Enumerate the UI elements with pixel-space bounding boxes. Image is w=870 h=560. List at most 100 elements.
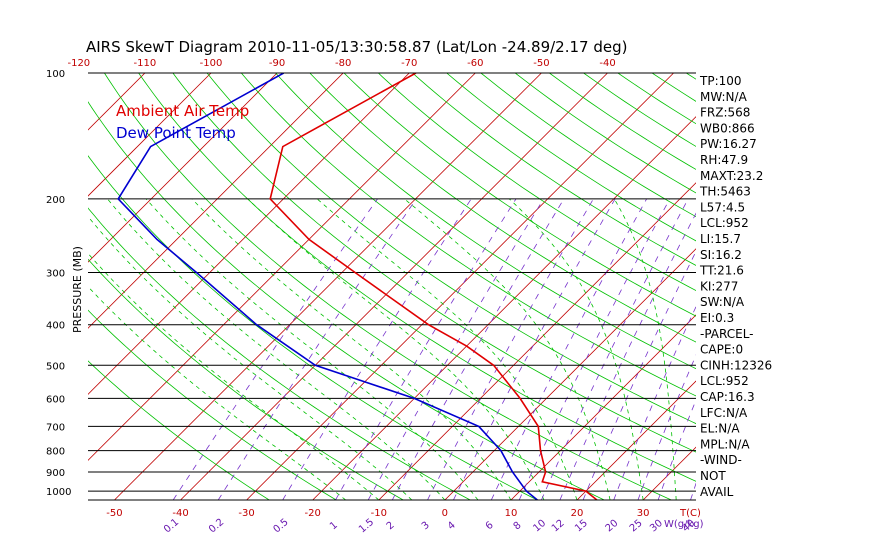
mixing-ratio-line bbox=[453, 198, 616, 500]
mixing-ratio-tick-label: 1.5 bbox=[357, 517, 376, 536]
index-item: MAXT:23.2 bbox=[700, 169, 763, 183]
top-temp-tick-label: -70 bbox=[401, 58, 417, 69]
top-temp-tick-label: -110 bbox=[134, 58, 157, 69]
legend-item: Dew Point Temp bbox=[116, 124, 236, 142]
mixing-ratio-line bbox=[518, 198, 671, 500]
mixing-ratio-line bbox=[582, 250, 696, 500]
isotherm-line bbox=[88, 73, 410, 395]
mixing-ratio-tick-label: 15 bbox=[573, 518, 590, 535]
index-item: EL:N/A bbox=[700, 422, 740, 436]
index-item: AVAIL bbox=[700, 485, 734, 499]
top-temp-tick-label: -40 bbox=[599, 58, 615, 69]
dry-adiabat-line bbox=[549, 73, 696, 170]
index-item: MW:N/A bbox=[700, 90, 748, 104]
dry-adiabat-line bbox=[240, 73, 696, 397]
pressure-tick-label: 900 bbox=[46, 468, 65, 479]
mixing-ratio-line bbox=[172, 198, 378, 500]
dry-adiabat-line bbox=[514, 73, 696, 194]
moist-adiabat-line bbox=[404, 198, 611, 500]
bottom-temp-tick-label: -40 bbox=[172, 508, 188, 519]
dry-adiabat-line bbox=[206, 73, 696, 425]
index-item: LCL:952 bbox=[700, 216, 749, 230]
dry-adiabat-line bbox=[309, 73, 696, 343]
index-item: NOT bbox=[700, 469, 726, 483]
mixing-ratio-line bbox=[367, 198, 544, 500]
moist-adiabat-line bbox=[88, 285, 346, 500]
index-item: CINH:12326 bbox=[700, 358, 772, 372]
mixing-ratio-tick-label: 20 bbox=[604, 518, 621, 535]
index-item: SW:N/A bbox=[700, 295, 745, 309]
series-line-dew-point-temp bbox=[117, 73, 538, 500]
isotherm-line bbox=[312, 116, 696, 500]
index-item: CAP:16.3 bbox=[700, 390, 755, 404]
moist-adiabat-line bbox=[107, 198, 446, 500]
index-item: TP:100 bbox=[699, 74, 742, 88]
isotherm-line bbox=[510, 314, 696, 500]
mixing-ratio-line bbox=[391, 198, 565, 500]
pressure-tick-label: 500 bbox=[46, 361, 65, 372]
mixing-ratio-line bbox=[282, 198, 472, 500]
mixing-ratio-line bbox=[637, 354, 696, 500]
isotherm-line bbox=[180, 73, 608, 500]
dry-adiabat-line bbox=[88, 207, 471, 500]
bottom-temp-tick-label: 0 bbox=[442, 508, 448, 519]
index-item: L57:4.5 bbox=[700, 200, 745, 214]
index-item: PW:16.27 bbox=[700, 137, 757, 151]
mixing-ratio-line bbox=[335, 198, 517, 500]
index-item: KI:277 bbox=[700, 279, 738, 293]
chart-grid bbox=[0, 73, 696, 500]
isotherm-line bbox=[0, 73, 79, 500]
dry-adiabat-line bbox=[378, 73, 696, 291]
index-item: WB0:866 bbox=[700, 121, 755, 135]
mixing-ratio-tick-label: 2 bbox=[385, 520, 397, 533]
dry-adiabat-line bbox=[446, 73, 696, 242]
index-item: LCL:952 bbox=[700, 374, 749, 388]
dry-adiabat-line bbox=[412, 73, 696, 266]
top-temp-tick-label: -60 bbox=[467, 58, 483, 69]
moist-adiabat-line bbox=[316, 198, 578, 500]
mixing-ratio-unit-label: W(g/kg) bbox=[664, 519, 704, 530]
dry-adiabat-line bbox=[88, 309, 337, 500]
bottom-temp-tick-label: 10 bbox=[505, 508, 518, 519]
top-temp-tick-label: -100 bbox=[200, 58, 223, 69]
pressure-tick-label: 100 bbox=[46, 69, 65, 80]
mixing-ratio-tick-label: 0.1 bbox=[162, 517, 181, 536]
mixing-ratio-tick-label: 30 bbox=[648, 518, 665, 535]
isotherm-line bbox=[246, 73, 674, 500]
dry-adiabat-line bbox=[138, 73, 696, 482]
index-item: TT:21.6 bbox=[699, 264, 744, 278]
index-item: RH:47.9 bbox=[700, 153, 748, 167]
mixing-ratio-tick-label: 6 bbox=[484, 520, 496, 533]
pressure-tick-label: 700 bbox=[46, 422, 65, 433]
isotherm-line bbox=[88, 73, 278, 263]
isotherm-line bbox=[444, 248, 696, 500]
mixing-ratio-tick-label: 10 bbox=[531, 518, 548, 535]
pressure-tick-label: 800 bbox=[46, 447, 65, 458]
bottom-temp-tick-label: -20 bbox=[305, 508, 321, 519]
chart-series bbox=[117, 73, 598, 500]
top-temp-tick-label: -120 bbox=[67, 58, 90, 69]
dry-adiabat-line bbox=[275, 73, 696, 370]
dry-adiabat-line bbox=[172, 73, 696, 453]
mixing-ratio-line bbox=[427, 198, 594, 500]
isotherm-line bbox=[576, 380, 696, 500]
mixing-ratio-line bbox=[559, 212, 696, 500]
isotherm-line bbox=[88, 73, 344, 329]
pressure-tick-label: 300 bbox=[46, 269, 65, 280]
mixing-ratio-line bbox=[490, 198, 647, 500]
isotherm-line bbox=[88, 73, 212, 197]
dry-adiabat-line bbox=[343, 73, 696, 317]
y-axis-label: PRESSURE (MB) bbox=[71, 246, 84, 333]
mixing-ratio-tick-label: 3 bbox=[420, 520, 432, 533]
dry-adiabat-line bbox=[583, 73, 696, 147]
index-item: FRZ:568 bbox=[700, 106, 750, 120]
moist-adiabat-line bbox=[88, 252, 380, 500]
isotherm-line bbox=[0, 73, 13, 500]
moist-adiabat-line bbox=[247, 198, 545, 500]
moist-adiabat-line bbox=[88, 215, 413, 500]
chart-title: AIRS SkewT Diagram 2010-11-05/13:30:58.8… bbox=[86, 38, 627, 56]
index-item: SI:16.2 bbox=[700, 248, 742, 262]
temp-unit-label: T(C) bbox=[679, 508, 701, 519]
